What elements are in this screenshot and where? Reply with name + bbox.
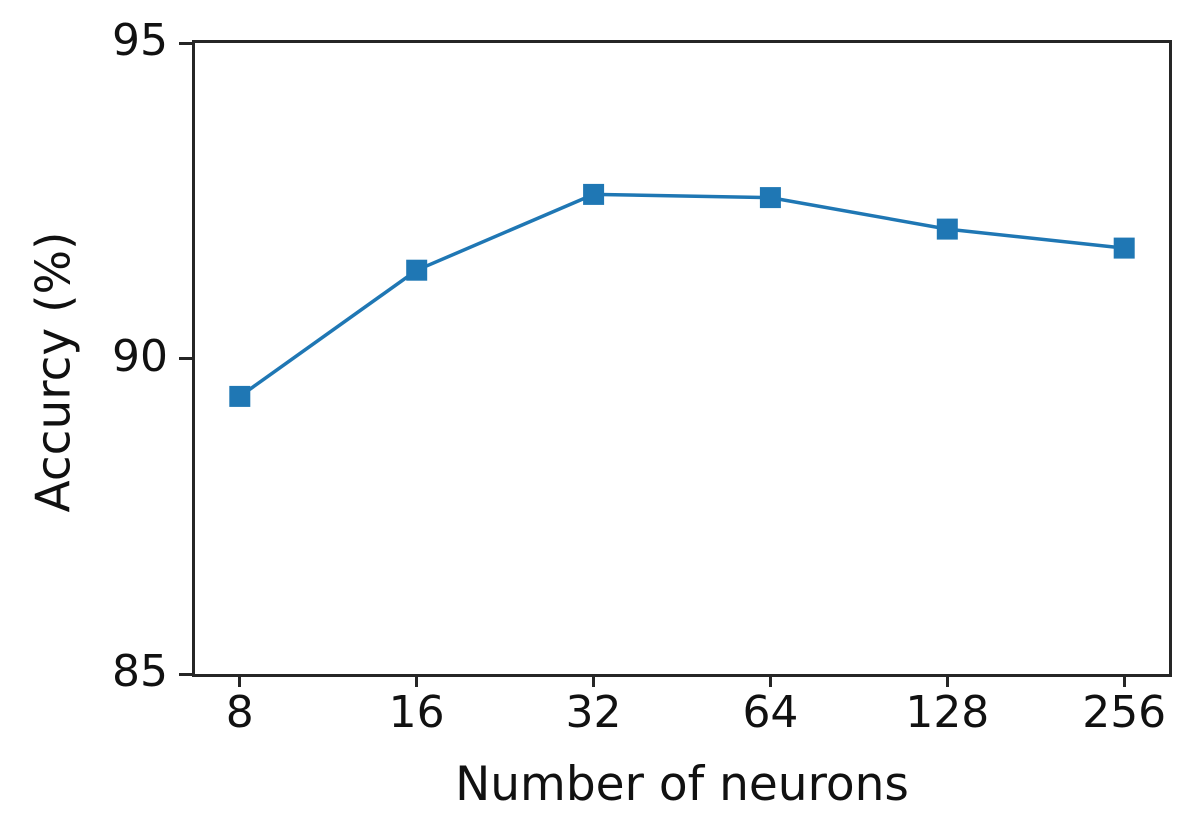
y-axis-label: Accurcy (%) <box>26 231 82 513</box>
x-tick-label: 128 <box>905 687 990 738</box>
x-tick-mark <box>1122 674 1126 687</box>
x-axis-label: Number of neurons <box>455 757 909 812</box>
x-tick-mark <box>592 674 596 687</box>
x-tick-mark <box>238 674 242 687</box>
x-tick-mark <box>945 674 949 687</box>
x-tick-label: 256 <box>1082 687 1167 738</box>
plot-area: 8 16 32 64 128 256 85 90 95 <box>112 19 1172 735</box>
data-point-marker <box>229 385 251 407</box>
data-point-marker <box>406 259 428 281</box>
x-tick-label: 16 <box>388 687 445 738</box>
y-tick-mark <box>179 41 192 45</box>
y-tick-mark <box>179 672 192 676</box>
x-tick-label: 32 <box>565 687 622 738</box>
y-tick-label: 90 <box>112 330 168 382</box>
x-tick-mark <box>415 674 419 687</box>
data-point-marker <box>936 218 958 240</box>
accuracy-line-series <box>229 183 1135 407</box>
y-tick-mark <box>179 357 192 360</box>
y-tick-label: 95 <box>112 15 168 67</box>
x-tick-mark <box>768 674 772 687</box>
data-point-marker <box>1113 237 1135 259</box>
data-point-marker <box>583 183 605 205</box>
data-point-marker <box>759 187 781 209</box>
series-line <box>238 192 1125 398</box>
x-tick-label: 8 <box>225 687 254 738</box>
x-tick-label: 64 <box>742 687 799 738</box>
y-tick-label: 85 <box>112 646 168 698</box>
